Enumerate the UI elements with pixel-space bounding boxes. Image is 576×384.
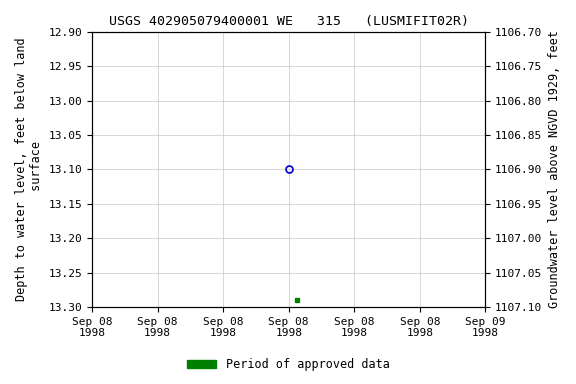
Y-axis label: Groundwater level above NGVD 1929, feet: Groundwater level above NGVD 1929, feet (548, 30, 561, 308)
Title: USGS 402905079400001 WE   315   (LUSMIFIT02R): USGS 402905079400001 WE 315 (LUSMIFIT02R… (109, 15, 469, 28)
Legend: Period of approved data: Period of approved data (182, 354, 394, 376)
Y-axis label: Depth to water level, feet below land
 surface: Depth to water level, feet below land su… (15, 38, 43, 301)
